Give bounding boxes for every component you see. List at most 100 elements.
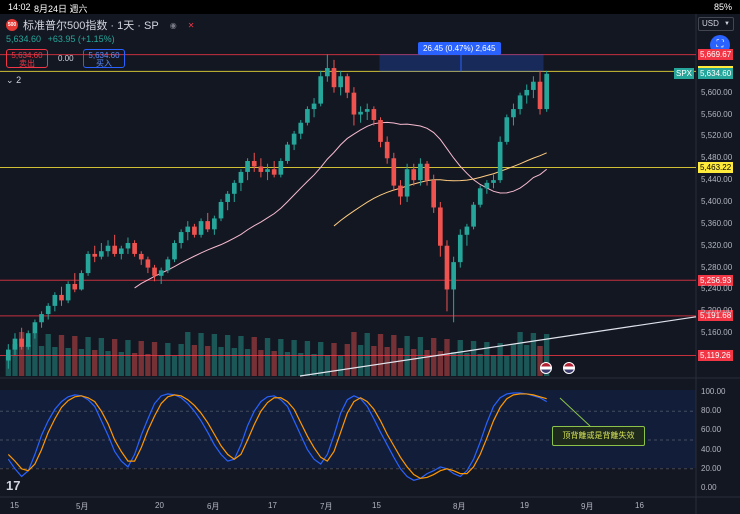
price-tag: 5,634.60	[698, 68, 734, 80]
candle-body	[212, 218, 217, 230]
close-icon[interactable]: ✕	[187, 20, 195, 30]
volume-bar	[411, 349, 417, 376]
candle-body	[424, 163, 430, 181]
time-axis-label: 5月	[76, 502, 89, 511]
measure-label: 26.45 (0.47%) 2,645	[418, 42, 501, 55]
volume-bar	[517, 332, 523, 376]
eye-icon[interactable]: ◉	[169, 20, 177, 30]
candle-body	[531, 81, 536, 90]
price-axis-label: 5,520.00	[701, 131, 733, 141]
candle-body	[431, 180, 437, 208]
price-axis-label: 5,400.00	[701, 197, 733, 206]
candle-body	[404, 169, 410, 197]
candle-body	[138, 253, 144, 260]
volume-bar	[271, 351, 277, 376]
volume-bar	[165, 343, 171, 376]
time-axis-label: 19	[520, 501, 529, 510]
candle-body	[12, 338, 18, 350]
chevron-down-icon: ⌄	[6, 75, 14, 85]
volume-bar	[431, 338, 437, 376]
volume-bar	[524, 345, 530, 376]
volume-bar	[65, 348, 71, 376]
volume-bar	[185, 332, 191, 376]
candle-body	[79, 273, 84, 290]
volume-bar	[264, 338, 271, 376]
currency-select[interactable]: USD ▼	[698, 17, 734, 31]
candle-body	[152, 267, 157, 276]
sell-price: 5,634.60	[11, 51, 43, 60]
volume-bar	[424, 350, 430, 376]
buy-button[interactable]: 5,634.60 买入	[83, 49, 125, 68]
volume-bar	[32, 333, 38, 376]
volume-bar	[145, 354, 151, 376]
volume-bar	[331, 343, 337, 376]
candle-body	[484, 182, 490, 189]
status-time: 14:02	[8, 2, 31, 12]
volume-bar	[337, 356, 344, 376]
candle-body	[185, 226, 191, 233]
candle-body	[338, 76, 343, 88]
volume-bar	[138, 341, 144, 376]
candle-body	[351, 92, 357, 115]
volume-bar	[484, 342, 490, 376]
volume-bar	[444, 339, 450, 376]
stoch-d-line	[7, 393, 547, 480]
volume-bar	[151, 342, 158, 376]
sell-button[interactable]: 5,634.60 卖出	[6, 49, 48, 68]
candle-body	[192, 226, 197, 235]
osc-axis-label: 80.00	[701, 406, 722, 416]
time-axis-label: 8月	[453, 502, 466, 511]
candle-body	[378, 120, 383, 142]
candle-body	[391, 158, 397, 186]
volume-bar	[510, 344, 517, 376]
candle-body	[358, 111, 363, 115]
indicator-toggle[interactable]: ⌄ 2	[6, 75, 21, 86]
candle-body	[524, 89, 530, 96]
candle-body	[305, 109, 310, 123]
symbol-header[interactable]: 500 标准普尔500指数 · 1天 · SP ◉ ✕	[6, 18, 194, 32]
volume-bar	[324, 355, 331, 376]
volume-bar	[191, 345, 198, 376]
candle-body	[318, 76, 324, 104]
candle-body	[457, 234, 463, 263]
volume-bar	[530, 333, 537, 376]
volume-bar	[397, 348, 404, 376]
status-bar: 14:02 8月24日 週六 85%	[0, 0, 740, 14]
candle-body	[544, 73, 550, 110]
price-change: +63.95 (+1.15%)	[47, 34, 115, 44]
candle-body	[398, 185, 403, 197]
annotation-note[interactable]: 顶背離或是背離失效	[552, 426, 645, 446]
spread-value: 0.00	[58, 54, 74, 63]
us-flag-icon[interactable]	[540, 362, 552, 374]
candle-body	[52, 294, 58, 306]
us-flag-icon[interactable]	[563, 362, 575, 374]
candle-body	[218, 202, 224, 219]
price-tag: 5,191.68	[698, 310, 734, 322]
symbol-tag: SPX	[674, 68, 695, 80]
status-date: 8月24日 週六	[34, 4, 88, 14]
volume-bar	[470, 341, 477, 376]
candle-body	[5, 349, 11, 361]
candle-body	[278, 161, 284, 175]
candle-body	[517, 95, 523, 110]
candle-body	[325, 68, 330, 77]
volume-bar	[238, 336, 244, 376]
candle-body	[258, 166, 264, 172]
osc-axis-label: 60.00	[701, 425, 722, 435]
status-battery: 85%	[713, 2, 732, 12]
candle-body	[25, 333, 31, 347]
volume-bar	[304, 341, 311, 376]
candle-body	[364, 109, 370, 112]
symbol-title[interactable]: 标准普尔500指数 · 1天 · SP	[23, 20, 159, 32]
candle-body	[411, 169, 417, 181]
price-axis-label: 5,480.00	[701, 153, 733, 163]
annotation-pointer	[559, 397, 591, 427]
volume-bar	[371, 346, 377, 376]
volume-bar	[437, 351, 443, 376]
candle-body	[172, 243, 177, 260]
candle-body	[32, 322, 38, 334]
price-axis-label: 5,320.00	[701, 240, 733, 250]
time-axis-label: 16	[635, 501, 644, 510]
volume-bar	[12, 344, 18, 376]
